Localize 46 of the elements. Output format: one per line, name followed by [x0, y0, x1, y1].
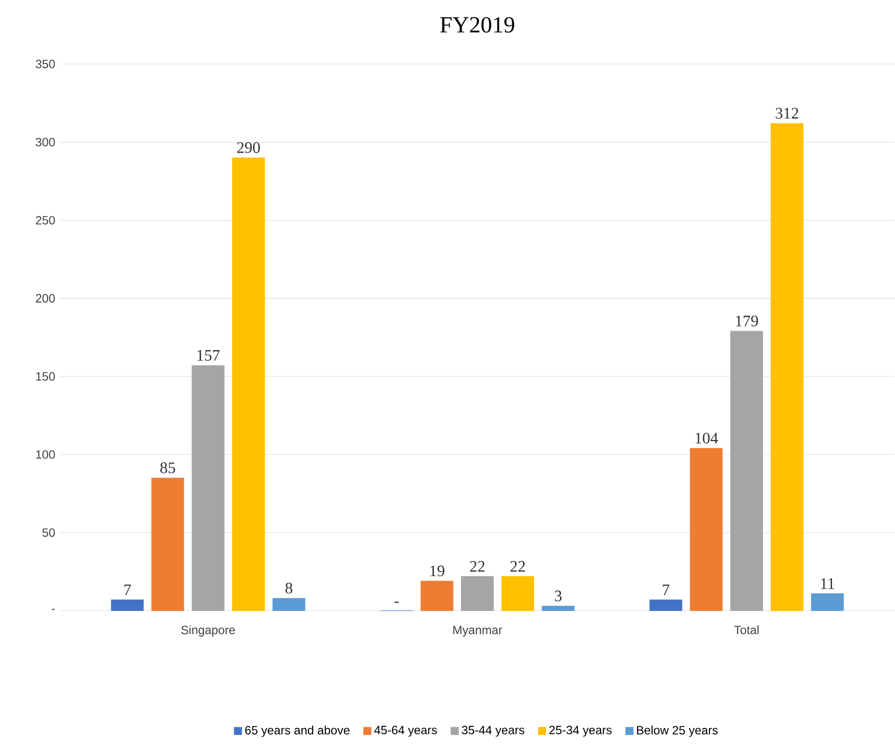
- legend-label: Below 25 years: [637, 726, 718, 737]
- y-tick-label: 100: [36, 450, 55, 459]
- y-tick-label: -: [52, 609, 55, 610]
- data-label: 11: [821, 578, 834, 589]
- data-label: 8: [285, 582, 292, 594]
- data-label: 22: [510, 561, 525, 572]
- data-label: -: [394, 602, 399, 603]
- x-tick-label: Singapore: [181, 626, 235, 637]
- bar: [730, 331, 763, 612]
- y-tick-label: 350: [36, 60, 55, 68]
- x-tick-label: Myanmar: [453, 626, 502, 637]
- bar: [811, 593, 844, 612]
- data-label: 3: [554, 590, 562, 602]
- y-tick-label: 50: [42, 528, 55, 538]
- data-label: 22: [470, 561, 484, 572]
- bar: [151, 478, 184, 612]
- bar: [770, 123, 804, 612]
- y-tick-label: 150: [36, 372, 55, 381]
- data-label: 19: [430, 566, 444, 576]
- data-label: 7: [662, 584, 670, 596]
- bar: [650, 600, 682, 612]
- y-tick-label: 300: [36, 138, 55, 147]
- data-label: 104: [696, 432, 718, 444]
- bar: [192, 365, 224, 612]
- bar: [461, 576, 494, 612]
- y-tick-label: 200: [36, 294, 55, 303]
- chart-title: FY2019: [440, 17, 514, 33]
- data-label: 7: [124, 584, 131, 596]
- data-label: 179: [736, 316, 758, 327]
- data-label: 157: [198, 350, 220, 361]
- legend-label: 35-44 years: [462, 726, 524, 737]
- bar: [272, 598, 306, 612]
- x-tick-label: Total: [734, 626, 759, 634]
- bar: [232, 158, 265, 612]
- bar: [542, 606, 575, 612]
- legend-label: 65 years and above: [245, 726, 350, 737]
- y-tick-label: 250: [36, 216, 55, 225]
- legend-label: 45-64 years: [374, 726, 437, 737]
- bar: [110, 600, 144, 612]
- data-label: 290: [237, 142, 260, 154]
- legend-label: 25-34 years: [549, 726, 612, 737]
- bar: [501, 576, 534, 612]
- bar: [420, 580, 454, 612]
- data-label: 312: [776, 108, 798, 119]
- data-label: 85: [160, 462, 176, 474]
- bar: [690, 448, 723, 612]
